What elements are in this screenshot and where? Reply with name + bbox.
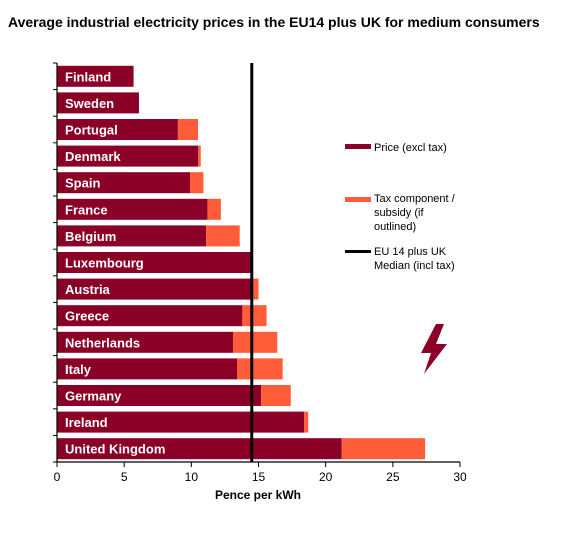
category-label: Finland (65, 69, 111, 84)
category-label: United Kingdom (65, 442, 165, 457)
bars-group: Finland Sweden Portugal Denmark Spain France B… (57, 65, 426, 460)
x-tick-label: 0 (54, 470, 61, 484)
category-label: Austria (65, 282, 111, 297)
category-label: Italy (65, 362, 92, 377)
bar-price-denmark (57, 145, 199, 167)
x-tick-label: 10 (185, 470, 199, 484)
bar-price-france (57, 198, 208, 220)
bar-tax-united-kingdom (341, 438, 426, 460)
bar-tax-italy (237, 358, 283, 380)
legend-label-tax-line1: Tax component / (374, 193, 456, 205)
category-label: France (65, 202, 108, 217)
bar-tax-ireland (304, 411, 309, 433)
category-label: Ireland (65, 415, 108, 430)
category-label: Germany (65, 389, 122, 404)
x-axis-label: Pence per kWh (215, 488, 301, 502)
bar-tax-belgium (206, 225, 240, 247)
legend-label-median-line1: EU 14 plus UK (374, 246, 447, 258)
bar-price-germany (57, 385, 262, 406)
bar-price-austria (57, 278, 252, 300)
lightning-bolt-icon (421, 324, 447, 374)
legend-swatch-price (345, 144, 371, 149)
legend: Price (excl tax) Tax component / subsidy… (345, 142, 456, 272)
x-tick-label: 30 (453, 470, 467, 484)
category-label: Portugal (65, 123, 118, 138)
bar-price-greece (57, 305, 243, 327)
bar-price-italy (57, 358, 238, 380)
bar-price-belgium (57, 225, 207, 247)
bar-price-portugal (57, 119, 178, 140)
bar-tax-germany (261, 385, 291, 406)
bar-tax-spain (189, 172, 204, 194)
category-label: Denmark (65, 149, 121, 164)
category-label: Belgium (65, 229, 116, 244)
legend-label-price: Price (excl tax) (374, 142, 447, 154)
category-label: Luxembourg (65, 256, 144, 271)
legend-swatch-median (345, 250, 371, 253)
bar-price-ireland (57, 411, 305, 433)
chart-title: Average industrial electricity prices in… (8, 14, 540, 30)
bar-price-spain (57, 172, 190, 194)
category-label: Sweden (65, 96, 114, 111)
category-label: Spain (65, 176, 100, 191)
category-label: Greece (65, 309, 109, 324)
bar-tax-france (207, 198, 221, 220)
legend-label-tax-line3: outlined) (374, 221, 416, 233)
legend-label-tax-line2: subsidy (if (374, 207, 424, 219)
x-tick-label: 15 (252, 470, 266, 484)
axes-group: 0 5 10 15 20 25 30 (53, 62, 467, 484)
bar-tax-austria (251, 278, 259, 300)
category-label: Netherlands (65, 335, 140, 350)
bar-price-united-kingdom (57, 438, 342, 460)
bar-tax-denmark (198, 145, 201, 167)
legend-swatch-tax (345, 197, 371, 202)
x-tick-label: 5 (121, 470, 128, 484)
bar-price-netherlands (57, 331, 233, 353)
bar-tax-greece (242, 305, 267, 327)
legend-label-median-line2: Median (incl tax) (374, 260, 455, 272)
bar-price-sweden (57, 92, 139, 114)
bar-price-finland (57, 65, 134, 87)
bar-tax-netherlands (232, 331, 278, 353)
bar-price-luxembourg (57, 252, 252, 273)
x-tick-label: 25 (386, 470, 400, 484)
x-tick-label: 20 (319, 470, 333, 484)
bar-tax-portugal (177, 119, 199, 140)
